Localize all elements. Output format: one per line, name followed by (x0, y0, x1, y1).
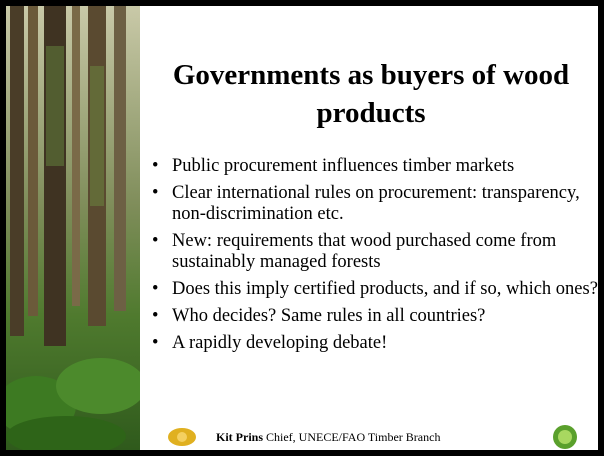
bullet: A rapidly developing debate! (172, 333, 598, 354)
bullet: New: requirements that wood purchased co… (172, 231, 598, 273)
un-logo (166, 426, 198, 448)
slide-title: Governments as buyers of wood products (156, 56, 586, 132)
author-name: Kit Prins (216, 430, 263, 444)
bullet-list: Public procurement influences timber mar… (146, 156, 598, 360)
bullet: Does this imply certified products, and … (172, 279, 598, 300)
page: Governments as buyers of wood products P… (0, 0, 604, 456)
bullet: Public procurement influences timber mar… (172, 156, 598, 177)
slide: Governments as buyers of wood products P… (6, 6, 598, 450)
fao-logo (552, 424, 578, 450)
bullet: Clear international rules on procurement… (172, 183, 598, 225)
forest-image (6, 6, 140, 450)
footer: Kit Prins Chief, UNECE/FAO Timber Branch (216, 430, 440, 445)
bullet: Who decides? Same rules in all countries… (172, 306, 598, 327)
author-role: Chief, UNECE/FAO Timber Branch (266, 430, 440, 444)
